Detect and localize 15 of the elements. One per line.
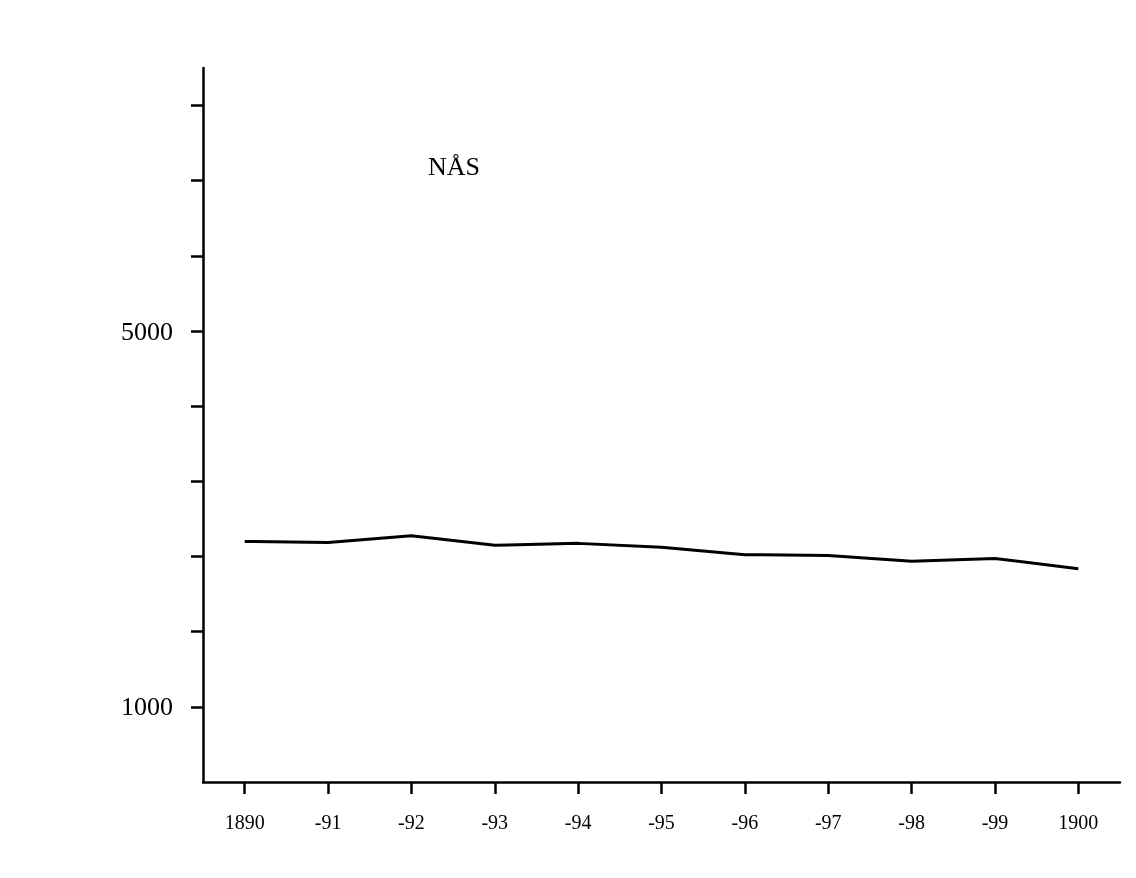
x-tick-label: 1890 bbox=[224, 811, 265, 833]
y-tick-label: 5000 bbox=[121, 316, 173, 346]
x-tick-label: -91 bbox=[314, 811, 342, 833]
x-tick-label: -92 bbox=[398, 811, 425, 833]
x-tick-label: -99 bbox=[981, 811, 1009, 833]
x-tick-label: -97 bbox=[814, 811, 842, 833]
y-tick-label: 1000 bbox=[121, 692, 173, 722]
x-tick-label: -93 bbox=[481, 811, 509, 833]
x-tick-label: 1900 bbox=[1058, 811, 1099, 833]
x-tick-label: -98 bbox=[898, 811, 925, 833]
x-tick-label: -95 bbox=[648, 811, 675, 833]
text: NÅS bbox=[428, 151, 481, 181]
x-tick-label: -96 bbox=[731, 811, 759, 833]
x-tick-label: -94 bbox=[564, 811, 592, 833]
line-series bbox=[243, 534, 1080, 571]
